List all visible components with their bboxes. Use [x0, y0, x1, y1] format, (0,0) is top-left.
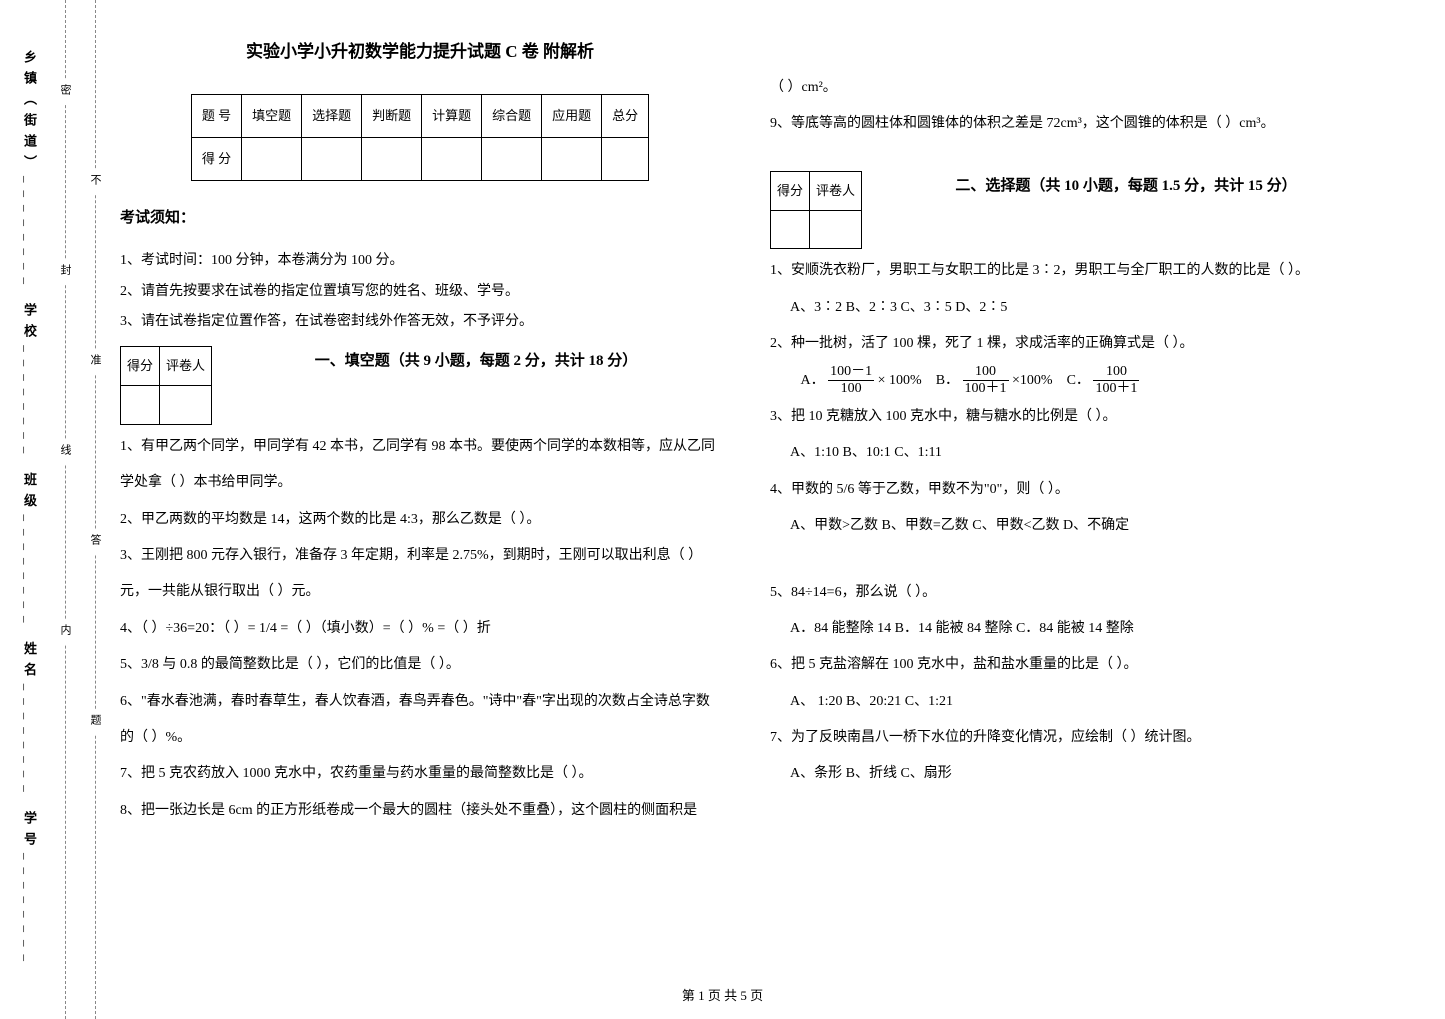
q1-4: 4、（ ）÷36=20：（ ）= 1/4 =（ ）（填小数）=（ ）% =（ ）…: [120, 611, 720, 647]
exam-title: 实验小学小升初数学能力提升试题 C 卷 附解析: [120, 30, 720, 74]
seal-label: 内: [57, 620, 73, 645]
q2-7: 7、为了反映南昌八一桥下水位的升降变化情况，应绘制（ ）统计图。: [770, 720, 1370, 756]
th: 选择题: [302, 95, 362, 138]
th: 题 号: [191, 95, 241, 138]
th: 计算题: [422, 95, 482, 138]
q2-5: 5、84÷14=6，那么说（ ）。: [770, 575, 1370, 611]
q2-3-opts: A、1:10 B、10:1 C、1:11: [770, 435, 1370, 471]
q1-7: 7、把 5 克农药放入 1000 克水中，农药重量与药水重量的最简整数比是（ ）…: [120, 756, 720, 792]
q2-7-opts: A、条形 B、折线 C、扇形: [770, 756, 1370, 792]
th: 判断题: [362, 95, 422, 138]
q2-1: 1、安顺洗衣粉厂，男职工与女职工的比是 3∶2，男职工与全厂职工的人数的比是（ …: [770, 253, 1370, 289]
th: 总分: [602, 95, 649, 138]
section-score-box: 得分评卷人: [120, 346, 212, 425]
notice-item: 1、考试时间：100 分钟，本卷满分为 100 分。: [120, 246, 720, 277]
binding-margin: 乡镇（街道）________ 学校________ 班级________ 姓名_…: [20, 0, 110, 1019]
q1-5: 5、3/8 与 0.8 的最简整数比是（ ），它们的比值是（ ）。: [120, 647, 720, 683]
q1-2: 2、甲乙两数的平均数是 14，这两个数的比是 4:3，那么乙数是（ ）。: [120, 502, 720, 538]
notice-item: 3、请在试卷指定位置作答，在试卷密封线外作答无效，不予评分。: [120, 307, 720, 338]
seal-label: 线: [57, 440, 73, 465]
q2-4-opts: A、甲数>乙数 B、甲数=乙数 C、甲数<乙数 D、不确定: [770, 508, 1370, 544]
right-column: （ ）cm²。 9、等底等高的圆柱体和圆锥体的体积之差是 72cm³，这个圆锥的…: [770, 30, 1370, 829]
student-info-vertical: 乡镇（街道）________ 学校________ 班级________ 姓名_…: [20, 0, 39, 1019]
notice-title: 考试须知：: [120, 199, 720, 238]
q2-1-opts: A、3∶2 B、2∶3 C、3∶5 D、2∶5: [770, 290, 1370, 326]
th: 填空题: [242, 95, 302, 138]
seal-label: 封: [57, 260, 73, 285]
q2-6: 6、把 5 克盐溶解在 100 克水中，盐和盐水重量的比是（ ）。: [770, 647, 1370, 683]
th: 应用题: [542, 95, 602, 138]
q2-5-opts: A．84 能整除 14 B．14 能被 84 整除 C．84 能被 14 整除: [770, 611, 1370, 647]
left-column: 实验小学小升初数学能力提升试题 C 卷 附解析 题 号 填空题 选择题 判断题 …: [120, 30, 720, 829]
section1-title: 一、填空题（共 9 小题，每题 2 分，共计 18 分）: [232, 342, 720, 381]
q1-3: 3、王刚把 800 元存入银行，准备存 3 年定期，利率是 2.75%，到期时，…: [120, 538, 720, 611]
q1-8: 8、把一张边长是 6cm 的正方形纸卷成一个最大的圆柱（接头处不重叠），这个圆柱…: [120, 793, 720, 829]
q2-4: 4、甲数的 5/6 等于乙数，甲数不为"0"，则（ ）。: [770, 472, 1370, 508]
row-label: 得 分: [191, 137, 241, 180]
q2-3: 3、把 10 克糖放入 100 克水中，糖与糖水的比例是（ ）。: [770, 399, 1370, 435]
section2-title: 二、选择题（共 10 小题，每题 1.5 分，共计 15 分）: [882, 167, 1370, 206]
seal-label: 准: [87, 350, 103, 375]
q1-8-cont: （ ）cm²。: [770, 70, 1370, 106]
seal-label: 密: [57, 80, 73, 105]
q1-6: 6、"春水春池满，春时春草生，春人饮春酒，春鸟弄春色。"诗中"春"字出现的次数占…: [120, 684, 720, 757]
seal-line-2: [95, 0, 96, 1019]
section-score-box: 得分评卷人: [770, 171, 862, 250]
q2-2: 2、种一批树，活了 100 棵，死了 1 棵，求成活率的正确算式是（ ）。: [770, 326, 1370, 362]
seal-label: 不: [87, 170, 103, 195]
page-footer: 第 1 页 共 5 页: [0, 985, 1445, 1004]
seal-label: 题: [87, 710, 103, 735]
q1-9: 9、等底等高的圆柱体和圆锥体的体积之差是 72cm³，这个圆锥的体积是（ ）cm…: [770, 106, 1370, 142]
score-summary-table: 题 号 填空题 选择题 判断题 计算题 综合题 应用题 总分 得 分: [191, 94, 649, 181]
notice-item: 2、请首先按要求在试卷的指定位置填写您的姓名、班级、学号。: [120, 277, 720, 308]
q2-6-opts: A、 1:20 B、20:21 C、1:21: [770, 684, 1370, 720]
seal-line-1: [65, 0, 66, 1019]
th: 综合题: [482, 95, 542, 138]
q2-2-opts: A． 100－1100 × 100% B． 100100＋1 ×100% C． …: [770, 363, 1370, 399]
page-content: 实验小学小升初数学能力提升试题 C 卷 附解析 题 号 填空题 选择题 判断题 …: [120, 30, 1420, 829]
q1-1: 1、有甲乙两个同学，甲同学有 42 本书，乙同学有 98 本书。要使两个同学的本…: [120, 429, 720, 502]
seal-label: 答: [87, 530, 103, 555]
